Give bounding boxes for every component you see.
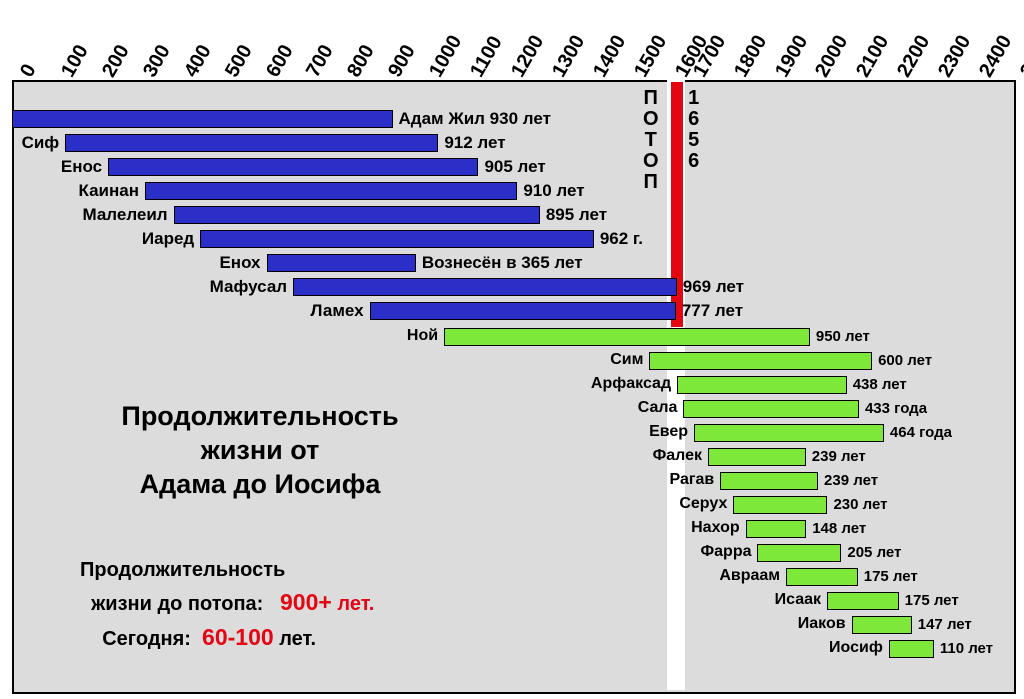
postflood-bar [746,520,807,538]
preflood-value-label: 910 лет [523,181,584,201]
postflood-value-label: 433 года [865,400,927,417]
x-tick-label: 500 [221,41,258,81]
preflood-name-label: Иаред [0,229,194,249]
title-line: Адама до Иосифа [60,468,460,502]
postflood-bar [708,448,806,466]
x-tick-label: 800 [343,41,380,81]
postflood-bar [677,376,847,394]
chart-title: Продолжительностьжизни отАдама до Иосифа [60,400,460,501]
postflood-value-label: 205 лет [847,544,901,561]
preflood-bar [370,302,676,320]
x-tick-label: 2200 [893,31,935,81]
x-tick-label: 200 [98,41,135,81]
preflood-value-label: Адам Жил 930 лет [399,109,551,129]
title-line: Продолжительность [60,400,460,434]
x-tick-label: 1100 [466,32,508,81]
postflood-value-label: 239 лет [812,448,866,465]
title-line: жизни от [60,434,460,468]
x-tick-label: 0 [16,60,41,81]
postflood-value-label: 147 лет [918,616,972,633]
preflood-name-label: Мафусал [0,277,287,297]
preflood-bar [145,182,517,200]
preflood-name-label: Сиф [0,133,59,153]
preflood-value-label: 905 лет [484,157,545,177]
flood-label: ПОТОП [639,88,663,193]
postflood-name-label: Нахор [0,519,740,537]
chart-subtitle: Продолжительность жизни до потопа: 900+ … [80,555,374,654]
lifespan-chart: 0 100200300400500600700800900100011001200… [0,0,1024,699]
x-tick-label: 600 [262,41,299,81]
x-tick-label: 1800 [730,31,772,81]
x-tick-label: 900 [384,41,421,81]
x-tick-label: 100 [57,41,94,81]
x-tick-label: 1000 [425,31,467,81]
x-tick-label: 1400 [589,31,631,81]
x-tick-label: 700 [302,41,339,81]
preflood-bar [174,206,540,224]
x-tick-label: 400 [180,41,217,81]
postflood-bar [852,616,912,634]
postflood-value-label: 438 лет [853,376,907,393]
preflood-name-label: Малелеил [0,205,168,225]
postflood-name-label: Сим [0,351,643,369]
preflood-name-label: Ламех [0,301,364,321]
postflood-bar [649,352,872,370]
postflood-name-label: Арфаксад [0,375,671,393]
postflood-bar [757,544,841,562]
preflood-value-label: 777 лет [682,301,743,321]
postflood-value-label: 239 лет [824,472,878,489]
preflood-value-label: Вознесён в 365 лет [422,253,583,273]
postflood-value-label: 148 лет [812,520,866,537]
sub-line: Сегодня: 60-100 лет. [80,620,374,655]
x-tick-label: 2000 [811,31,853,81]
postflood-value-label: 600 лет [878,352,932,369]
x-tick-label: 1900 [771,31,813,81]
postflood-bar [827,592,899,610]
postflood-bar [720,472,818,490]
x-tick-label: 2500 [1016,31,1024,81]
preflood-bar [200,230,594,248]
postflood-bar [683,400,859,418]
preflood-name-label: Каинан [0,181,139,201]
flood-year-label: 1656 [685,88,703,172]
preflood-bar [108,158,478,176]
postflood-bar [694,424,884,442]
preflood-value-label: 912 лет [444,133,505,153]
x-tick-label: 1500 [630,31,672,81]
postflood-name-label: Ной [0,327,438,345]
postflood-bar [444,328,810,346]
postflood-bar [733,496,827,514]
x-tick-label: 1300 [548,31,590,81]
postflood-value-label: 950 лет [816,328,870,345]
preflood-bar [293,278,677,296]
postflood-value-label: 110 лет [940,640,993,657]
postflood-value-label: 175 лет [864,568,918,585]
x-tick-label: 2400 [975,31,1017,81]
sub-line: Продолжительность [80,555,374,585]
preflood-bar [12,110,393,128]
postflood-bar [786,568,858,586]
preflood-bar [267,254,416,272]
sub-line: жизни до потопа: 900+ лет. [80,585,374,620]
preflood-value-label: 962 г. [600,229,643,249]
postflood-value-label: 175 лет [905,592,959,609]
postflood-value-label: 464 года [890,424,952,441]
preflood-value-label: 969 лет [683,277,744,297]
postflood-value-label: 230 лет [833,496,887,513]
preflood-name-label: Енос [0,157,102,177]
postflood-bar [889,640,934,658]
x-tick-label: 1200 [507,31,549,81]
x-tick-label: 2100 [852,31,894,81]
preflood-name-label: Енох [0,253,261,273]
preflood-value-label: 895 лет [546,205,607,225]
x-tick-label: 2300 [934,31,976,81]
x-tick-label: 300 [139,41,176,81]
preflood-bar [65,134,438,152]
